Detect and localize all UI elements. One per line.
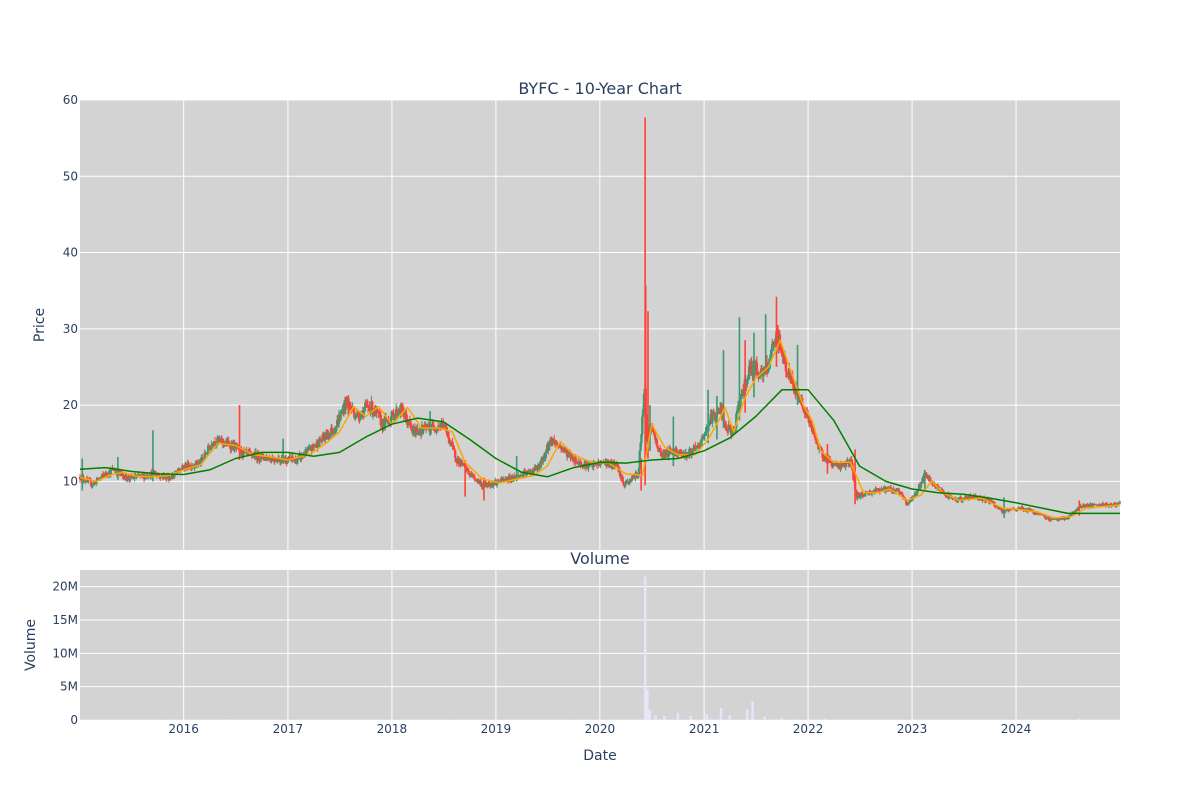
price-y-tick-label: 40 [63,246,78,260]
volume-spike-bar [824,719,826,720]
volume-spike-bar [720,708,722,720]
volume-spike-bar [646,690,648,720]
x-axis-ticks: 2016 2017 2018 2019 2020 2021 2022 2023 2024 [168,722,1031,736]
price-candle-body [222,440,224,443]
volume-spike-bar [751,701,753,720]
price-y-tick-label: 30 [63,322,78,336]
volume-y-tick-label: 0 [70,713,78,727]
x-tick-label: 2023 [897,722,928,736]
volume-spike-bar [763,717,765,720]
volume-spike-bar [677,713,679,720]
price-y-tick-label: 10 [63,474,78,488]
price-candle-body [1119,502,1121,503]
volume-y-tick-label: 10M [52,646,78,660]
price-candle-body [422,429,424,431]
volume-spike-bar [729,715,731,720]
volume-spike-bar [781,718,783,720]
price-candle-body [210,446,212,450]
x-tick-label: 2020 [585,722,616,736]
price-candle-body [621,477,623,482]
price-y-tick-label: 20 [63,398,78,412]
x-tick-label: 2021 [689,722,720,736]
x-tick-label: 2019 [481,722,512,736]
x-tick-label: 2024 [1001,722,1032,736]
price-candle-body [376,410,378,412]
price-y-tick-label: 60 [63,93,78,107]
price-candle-body [339,412,341,420]
volume-spike-bar [1078,719,1080,720]
volume-y-axis-title: Volume [23,619,39,671]
x-tick-label: 2018 [377,722,408,736]
x-tick-label: 2017 [273,722,304,736]
price-candle-body [928,476,930,477]
volume-spike-bar [746,709,748,720]
volume-spike-bar [649,710,651,720]
price-candle-body [110,469,112,474]
volume-spike-bar [705,714,707,720]
volume-y-axis-ticks: 0 5M 10M 15M 20M [52,580,78,727]
volume-chart-title: Volume [570,549,630,568]
price-y-axis-ticks: 10 20 30 40 50 60 [63,93,78,488]
volume-spike-bar [654,715,656,720]
x-tick-label: 2016 [168,722,199,736]
volume-spike-bar [663,716,665,720]
volume-y-tick-label: 15M [52,613,78,627]
price-y-tick-label: 50 [63,169,78,183]
volume-spike-bar [690,716,692,720]
price-chart-title: BYFC - 10-Year Chart [518,79,681,98]
price-y-axis-title: Price [32,308,48,342]
volume-y-tick-label: 5M [60,680,78,694]
price-candle-body [477,479,479,481]
x-tick-label: 2022 [793,722,824,736]
volume-y-tick-label: 20M [52,580,78,594]
x-axis-title: Date [583,748,616,764]
